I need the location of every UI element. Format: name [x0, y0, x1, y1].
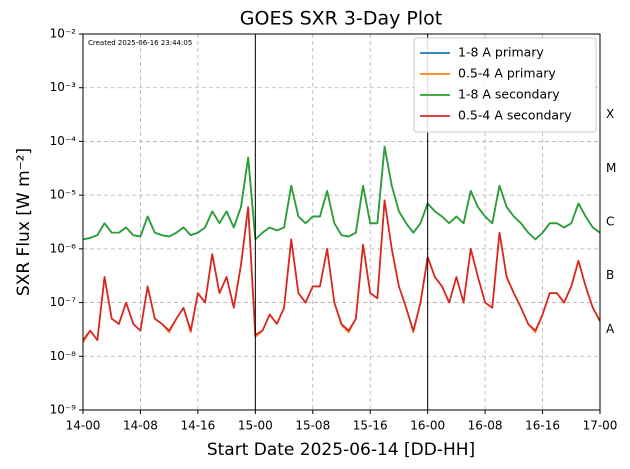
x-tick-label: 17-00 — [583, 419, 618, 433]
x-tick-label: 16-16 — [525, 419, 560, 433]
series-line — [82, 199, 601, 344]
y-tick-label: 10⁻⁶ — [50, 241, 77, 255]
y-tick-label: 10⁻⁸ — [50, 349, 77, 363]
legend-label: 1-8 A secondary — [458, 87, 560, 102]
legend — [413, 37, 597, 133]
x-tick-label: 15-08 — [295, 419, 330, 433]
x-tick-label: 15-00 — [238, 419, 273, 433]
x-tick-label: 16-08 — [468, 419, 503, 433]
chart-title: GOES SXR 3-Day Plot — [240, 8, 442, 30]
y-tick-label: 10⁻⁷ — [50, 295, 77, 309]
legend-label: 0.5-4 A secondary — [458, 108, 572, 123]
x-axis-label: Start Date 2025-06-14 [DD-HH] — [207, 440, 475, 460]
plot-frame — [82, 33, 601, 411]
y-tick-label: 10⁻⁵ — [50, 188, 77, 202]
x-tick-label: 14-08 — [123, 419, 158, 433]
y-tick-label: 10⁻⁹ — [50, 403, 77, 417]
y-axis-label: SXR Flux [W m⁻²] — [14, 148, 34, 296]
y-tick-label: 10⁻³ — [50, 80, 77, 94]
flare-class-label: A — [606, 322, 615, 336]
x-tick-label: 16-00 — [410, 419, 445, 433]
x-tick-label: 14-16 — [180, 419, 215, 433]
legend-label: 1-8 A primary — [458, 45, 544, 60]
flare-class-label: M — [606, 161, 616, 175]
x-tick-label: 14-00 — [66, 419, 101, 433]
flare-class-label: C — [606, 215, 614, 229]
x-tick-label: 15-16 — [353, 419, 388, 433]
y-tick-label: 10⁻² — [50, 27, 77, 41]
flare-class-label: X — [606, 107, 614, 121]
legend-label: 0.5-4 A primary — [458, 66, 556, 81]
flare-class-label: B — [606, 268, 614, 282]
series-line — [82, 145, 601, 241]
series-line — [82, 199, 601, 341]
y-tick-label: 10⁻⁴ — [50, 134, 77, 148]
